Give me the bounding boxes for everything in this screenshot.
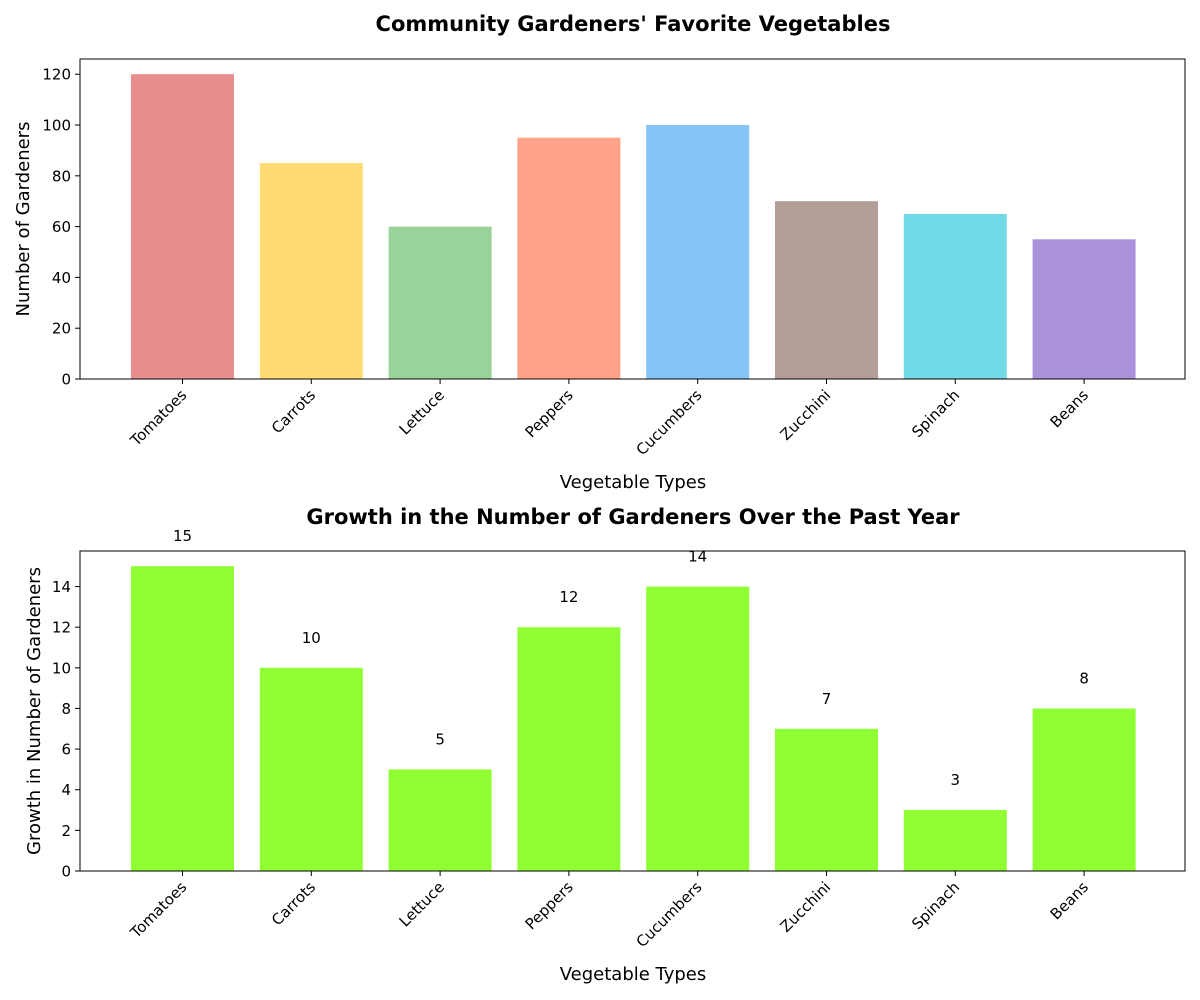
bar-carrots — [259, 163, 363, 379]
x-tick-label: Cucumbers — [633, 878, 706, 951]
plot-frame — [79, 58, 1186, 380]
x-tick-label: Lettuce — [396, 386, 448, 438]
x-tick-label: Beans — [1047, 878, 1092, 923]
y-axis-label: Number of Gardeners — [13, 122, 34, 317]
data-label: 15 — [173, 527, 192, 545]
bar-beans — [1032, 239, 1136, 379]
bar-spinach — [903, 810, 1007, 871]
x-tick-label: Tomatoes — [126, 386, 190, 450]
y-tick-label: 100 — [42, 117, 71, 135]
x-tick-label: Spinach — [908, 386, 963, 441]
plot-frame — [79, 550, 1186, 872]
chart-title: Community Gardeners' Favorite Vegetables — [376, 12, 891, 36]
x-tick-label: Spinach — [908, 878, 963, 933]
bar-tomatoes — [131, 74, 234, 379]
bar-beans — [1032, 708, 1136, 871]
y-tick-label: 6 — [61, 741, 71, 759]
x-axis-label: Vegetable Types — [560, 964, 707, 985]
x-tick-label: Lettuce — [396, 878, 448, 930]
y-tick-label: 120 — [42, 66, 71, 84]
x-axis-label: Vegetable Types — [560, 472, 707, 493]
bar-peppers — [517, 627, 621, 871]
x-tick-label: Carrots — [268, 386, 319, 437]
y-axis-label: Growth in Number of Gardeners — [24, 567, 45, 855]
data-label: 10 — [302, 629, 321, 647]
bar-carrots — [259, 667, 363, 871]
x-tick-label: Peppers — [522, 386, 577, 441]
bar-tomatoes — [131, 566, 234, 871]
bar-peppers — [517, 137, 621, 379]
data-label: 7 — [822, 690, 832, 708]
chart-favorite-vegetables: Community Gardeners' Favorite Vegetables… — [13, 12, 1186, 493]
data-label: 5 — [435, 730, 445, 748]
x-tick-label: Carrots — [268, 878, 319, 929]
y-tick-label: 10 — [52, 659, 71, 677]
bar-zucchini — [775, 728, 878, 871]
y-tick-label: 0 — [61, 863, 71, 881]
data-label: 3 — [951, 771, 961, 789]
x-tick-label: Zucchini — [777, 386, 835, 444]
x-tick-label: Peppers — [522, 878, 577, 933]
y-tick-label: 14 — [52, 578, 71, 596]
chart-title: Growth in the Number of Gardeners Over t… — [306, 505, 960, 529]
data-label: 14 — [688, 548, 707, 566]
x-tick-label: Cucumbers — [633, 386, 706, 459]
bar-lettuce — [388, 226, 492, 379]
y-tick-label: 40 — [52, 269, 71, 287]
bar-cucumbers — [646, 586, 750, 871]
chart-gardener-growth: Growth in the Number of Gardeners Over t… — [24, 505, 1186, 985]
x-tick-label: Zucchini — [777, 878, 835, 936]
bar-spinach — [903, 213, 1007, 379]
y-tick-label: 4 — [61, 781, 71, 799]
bar-zucchini — [775, 201, 878, 379]
x-tick-label: Beans — [1047, 386, 1092, 431]
y-tick-label: 0 — [61, 371, 71, 389]
data-label: 12 — [559, 588, 578, 606]
y-tick-label: 2 — [61, 822, 71, 840]
data-label: 8 — [1079, 670, 1089, 688]
bar-lettuce — [388, 769, 492, 871]
y-tick-label: 8 — [61, 700, 71, 718]
y-tick-label: 12 — [52, 619, 71, 637]
x-tick-label: Tomatoes — [126, 878, 190, 942]
y-tick-label: 60 — [52, 218, 71, 236]
y-tick-label: 20 — [52, 320, 71, 338]
bar-cucumbers — [646, 125, 750, 379]
y-tick-label: 80 — [52, 167, 71, 185]
